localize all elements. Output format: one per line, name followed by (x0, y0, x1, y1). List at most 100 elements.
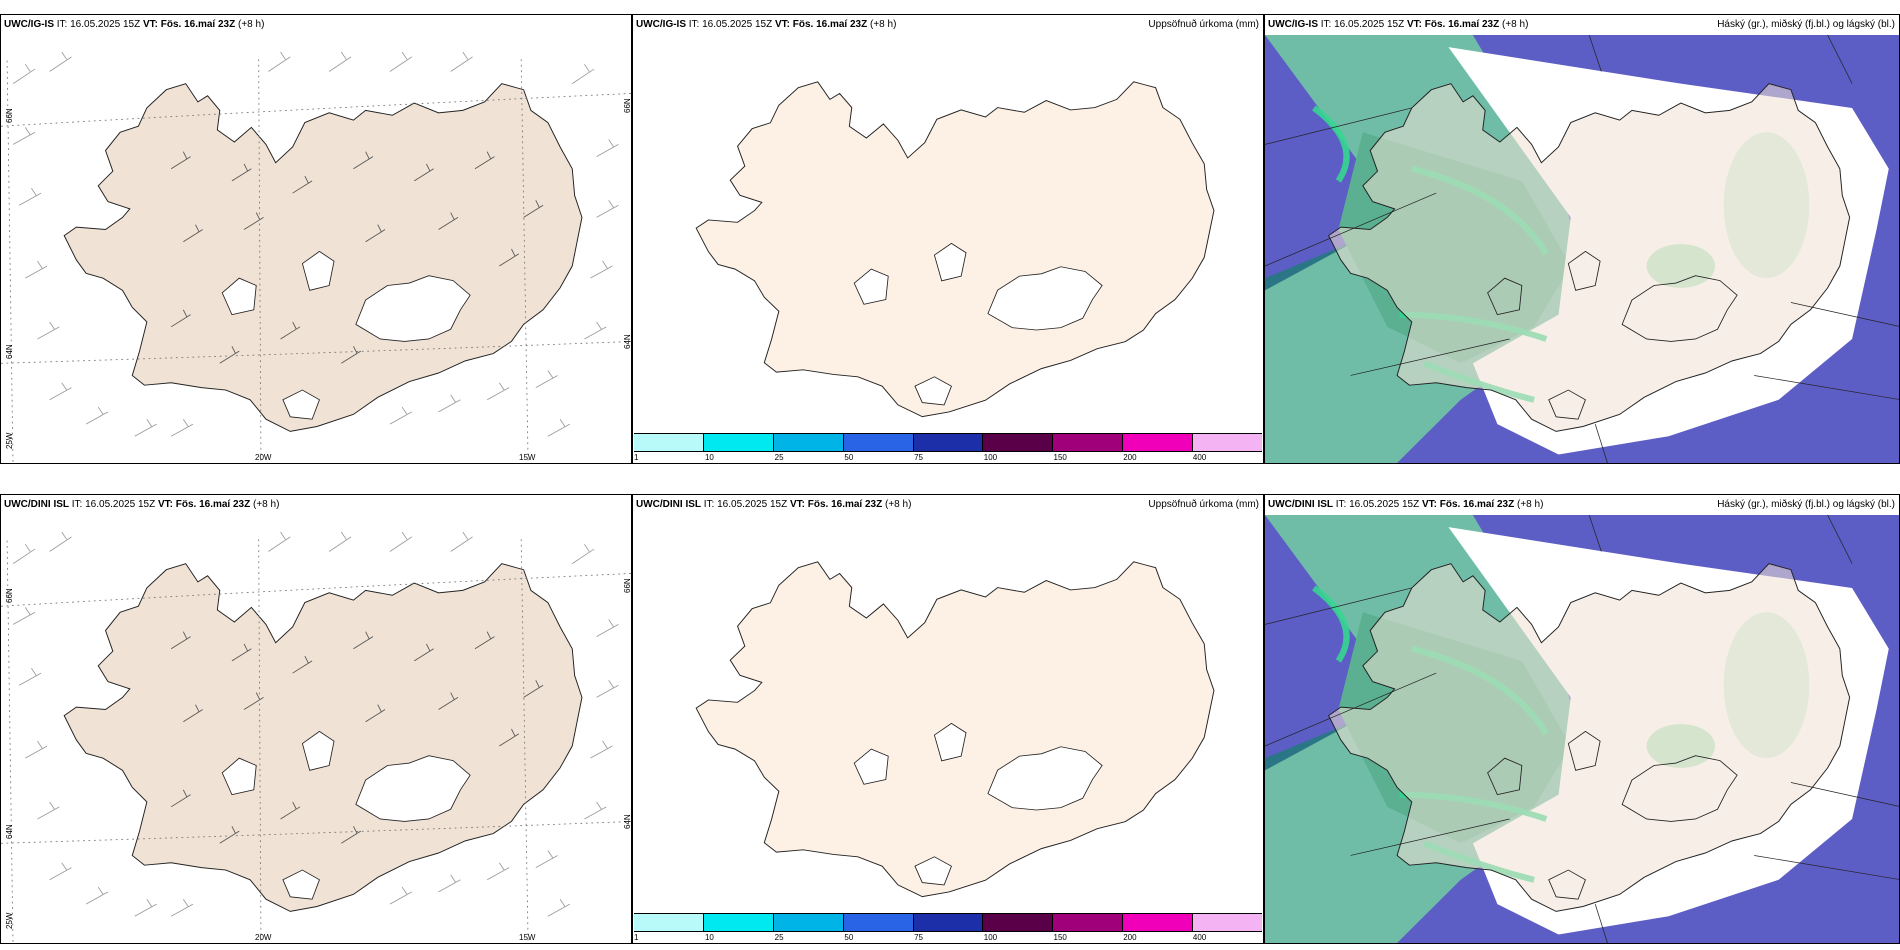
lat-label-64n-right: 64N (623, 334, 632, 349)
lon-label-25w: 25W (5, 432, 14, 449)
colorbar-tick: 10 (704, 453, 714, 462)
model-name: UWC/IG-IS (4, 19, 54, 30)
colorbar-swatch (1193, 434, 1263, 451)
colorbar-swatch (913, 434, 984, 451)
precip-map-panel-row2: UWC/DINI ISL IT: 16.05.2025 15Z VT: Fös.… (632, 494, 1264, 944)
colorbar-swatches (634, 913, 1263, 932)
colorbar-tick: 150 (1053, 453, 1067, 462)
colorbar-ticks: 1 10 25 50 75 100 150 200 400 (634, 932, 1262, 943)
model-name: UWC/IG-IS (636, 19, 686, 30)
colorbar-tick: 200 (1123, 933, 1137, 942)
init-time: IT: 16.05.2025 15Z (703, 499, 788, 510)
init-time: IT: 16.05.2025 15Z (71, 499, 156, 510)
panel-header: UWC/DINI ISL IT: 16.05.2025 15Z VT: Fös.… (1265, 495, 1899, 515)
lat-label-66n-right: 66N (623, 578, 632, 593)
colorbar-swatches (634, 433, 1263, 452)
colorbar-tick: 25 (774, 933, 784, 942)
colorbar-swatch (843, 914, 914, 931)
colorbar-tick: 50 (844, 453, 854, 462)
colorbar-swatch (634, 434, 704, 451)
lon-label-20w: 20W (255, 453, 272, 462)
valid-time: VT: Fös. 16.maí 23Z (1406, 19, 1500, 30)
wind-map-panel-row2: UWC/DINI ISL IT: 16.05.2025 15Z VT: Fös.… (0, 494, 632, 944)
lead-time: (+8 h) (253, 499, 280, 510)
colorbar-tick: 75 (914, 453, 923, 462)
panel-header: UWC/DINI ISL IT: 16.05.2025 15Z VT: Fös.… (1, 495, 631, 515)
valid-time: VT: Fös. 16.maí 23Z (1421, 499, 1515, 510)
wind-map-panel-row1: UWC/IG-IS IT: 16.05.2025 15Z VT: Fös. 16… (0, 14, 632, 464)
model-name: UWC/DINI ISL (4, 499, 69, 510)
colorbar-swatch (634, 914, 704, 931)
colorbar-tick: 10 (704, 933, 714, 942)
panel-header: UWC/DINI ISL IT: 16.05.2025 15Z VT: Fös.… (633, 495, 1263, 515)
panel-header: UWC/IG-IS IT: 16.05.2025 15Z VT: Fös. 16… (633, 15, 1263, 35)
colorbar-tick: 200 (1123, 453, 1137, 462)
lead-time: (+8 h) (1502, 19, 1529, 30)
lon-label-15w: 15W (519, 453, 536, 462)
cloud-map (1265, 35, 1899, 463)
colorbar-swatch (843, 434, 914, 451)
colorbar-tick: 150 (1053, 933, 1067, 942)
colorbar-swatch (1123, 434, 1194, 451)
colorbar-tick: 50 (844, 933, 854, 942)
valid-time: VT: Fös. 16.maí 23Z (789, 499, 883, 510)
lon-label-15w: 15W (519, 933, 536, 942)
colorbar-swatch (1123, 914, 1194, 931)
cloud-title: Háský (gr.), miðský (fj.bl.) og lágský (… (1717, 499, 1895, 510)
wind-map (1, 51, 631, 463)
valid-time: VT: Fös. 16.maí 23Z (774, 19, 868, 30)
colorbar-swatch (703, 434, 774, 451)
init-time: IT: 16.05.2025 15Z (1335, 499, 1420, 510)
colorbar-tick: 1 (634, 453, 639, 462)
valid-time: VT: Fös. 16.maí 23Z (142, 19, 236, 30)
init-time: IT: 16.05.2025 15Z (1320, 19, 1405, 30)
lead-time: (+8 h) (885, 499, 912, 510)
colorbar-swatch (983, 434, 1054, 451)
cloud-map-panel-row1: UWC/IG-IS IT: 16.05.2025 15Z VT: Fös. 16… (1264, 14, 1900, 464)
model-name: UWC/IG-IS (1268, 19, 1318, 30)
lead-time: (+8 h) (238, 19, 265, 30)
precip-map (695, 81, 1215, 418)
colorbar-swatch (983, 914, 1054, 931)
precip-colorbar: 1 10 25 50 75 100 150 200 400 (634, 913, 1263, 943)
cloud-map-panel-row2: UWC/DINI ISL IT: 16.05.2025 15Z VT: Fös.… (1264, 494, 1900, 944)
cloud-title: Háský (gr.), miðský (fj.bl.) og lágský (… (1717, 19, 1895, 30)
colorbar-tick: 100 (983, 933, 998, 942)
precip-title: Uppsöfnuð úrkoma (mm) (1148, 499, 1259, 510)
colorbar-tick: 400 (1192, 933, 1207, 942)
cloud-map (1265, 515, 1899, 943)
panel-header: UWC/IG-IS IT: 16.05.2025 15Z VT: Fös. 16… (1265, 15, 1899, 35)
lead-time: (+8 h) (870, 19, 897, 30)
lat-label-66n-right: 66N (623, 98, 632, 113)
lead-time: (+8 h) (1517, 499, 1544, 510)
model-name: UWC/DINI ISL (636, 499, 701, 510)
lat-label-64n: 64N (5, 824, 14, 839)
precip-title: Uppsöfnuð úrkoma (mm) (1148, 19, 1259, 30)
lat-label-64n: 64N (5, 344, 14, 359)
precip-map-panel-row1: UWC/IG-IS IT: 16.05.2025 15Z VT: Fös. 16… (632, 14, 1264, 464)
colorbar-tick: 1 (634, 933, 639, 942)
valid-time: VT: Fös. 16.maí 23Z (157, 499, 251, 510)
colorbar-tick: 400 (1192, 453, 1207, 462)
lon-label-25w: 25W (5, 912, 14, 929)
init-time: IT: 16.05.2025 15Z (688, 19, 773, 30)
colorbar-swatch (773, 434, 844, 451)
precip-map (695, 561, 1215, 898)
init-time: IT: 16.05.2025 15Z (56, 19, 141, 30)
lat-label-66n: 66N (5, 108, 14, 123)
colorbar-swatch (703, 914, 774, 931)
colorbar-swatch (1053, 914, 1124, 931)
panel-header: UWC/IG-IS IT: 16.05.2025 15Z VT: Fös. 16… (1, 15, 631, 35)
colorbar-swatch (913, 914, 984, 931)
lat-label-66n: 66N (5, 588, 14, 603)
lat-label-64n-right: 64N (623, 814, 632, 829)
lon-label-20w: 20W (255, 933, 272, 942)
precip-colorbar: 1 10 25 50 75 100 150 200 400 (634, 433, 1263, 463)
colorbar-tick: 75 (914, 933, 923, 942)
model-name: UWC/DINI ISL (1268, 499, 1333, 510)
colorbar-swatch (773, 914, 844, 931)
colorbar-ticks: 1 10 25 50 75 100 150 200 400 (634, 452, 1262, 463)
wind-map (1, 531, 631, 943)
colorbar-tick: 100 (983, 453, 998, 462)
colorbar-tick: 25 (774, 453, 784, 462)
